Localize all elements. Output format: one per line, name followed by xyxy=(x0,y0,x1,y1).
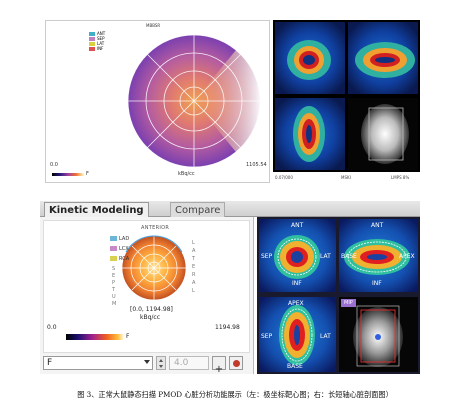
hla-bottom-label: INF xyxy=(372,280,382,287)
top-colorbar-end: F xyxy=(86,171,89,177)
bottom-scans-image xyxy=(259,219,418,372)
side-labels-right: L A T E R A L xyxy=(192,239,195,295)
side-letter: A xyxy=(192,248,196,254)
tab-bar: Kinetic Modeling Compare xyxy=(40,201,420,217)
lad-tag: LAD xyxy=(110,236,129,242)
max-label: 1194.98 xyxy=(215,324,240,331)
bottom-left-panel: ANTERIOR LAD LCX RCA S E P T U M L A T E… xyxy=(40,217,254,375)
stepper-down-icon[interactable] xyxy=(159,365,163,368)
side-letter: A xyxy=(192,280,196,286)
chevron-down-icon[interactable] xyxy=(144,360,150,364)
side-letter: L xyxy=(192,240,195,246)
top-scans-image xyxy=(275,22,418,170)
side-letter: E xyxy=(192,264,196,270)
top-scans-panel: 0.07/000 MSKI LMPS 8% xyxy=(273,20,420,183)
top-scans-footer: 0.07/000 MSKI LMPS 8% xyxy=(273,172,420,183)
lcx-tag: LCX xyxy=(110,246,129,252)
footer-left-text: 0.07/000 xyxy=(275,175,293,180)
plus-label: + xyxy=(214,364,224,375)
legend-item: LAT xyxy=(89,41,105,46)
top-min-label: 0.0 xyxy=(50,162,58,168)
number-input[interactable]: 4.0 xyxy=(169,356,209,370)
dropdown-value: F xyxy=(47,358,53,368)
record-icon xyxy=(233,360,240,367)
bullseye-title: ANTERIOR xyxy=(141,225,170,231)
footer-right-text: LMPS 8% xyxy=(391,175,410,180)
colorbar-end-label: F xyxy=(126,333,130,340)
sa-left-label: SEP xyxy=(261,253,273,260)
side-letter: R xyxy=(192,272,196,278)
lcx-label: LCX xyxy=(119,246,129,252)
stepper-up-icon[interactable] xyxy=(159,359,163,362)
vla-right-label: LAT xyxy=(320,333,331,340)
side-labels-left: S E P T U M xyxy=(112,266,116,308)
side-letter: P xyxy=(112,280,116,286)
legend-item: ANT xyxy=(89,31,105,36)
sa-right-label: LAT xyxy=(320,253,331,260)
legend-item: INF xyxy=(89,46,105,51)
side-letter: M xyxy=(112,301,117,307)
top-max-label: 1105.54 xyxy=(246,162,267,168)
value-stepper[interactable] xyxy=(156,356,166,370)
min-label: 0.0 xyxy=(47,324,57,331)
bullseye-plot xyxy=(66,235,187,340)
top-unit-label: kBq/cc xyxy=(178,171,195,177)
side-letter: T xyxy=(192,256,196,262)
lad-label: LAD xyxy=(119,236,130,242)
rca-label: RCA xyxy=(119,256,130,262)
vla-left-label: SEP xyxy=(261,333,273,340)
side-letter: L xyxy=(192,288,195,294)
function-dropdown[interactable]: F xyxy=(43,356,153,370)
bottom-scans-panel: ANT SEP LAT INF ANT BASE APEX INF APEX S… xyxy=(257,217,420,374)
side-letter: S xyxy=(112,266,116,272)
bullseye-plot-area: ANTERIOR LAD LCX RCA S E P T U M L A T E… xyxy=(43,220,250,353)
top-bullseye-title: MBBSR xyxy=(146,23,161,28)
top-bullseye-panel: MBBSR ANT SEP LAT INF xyxy=(45,20,270,183)
number-value: 4.0 xyxy=(174,358,189,368)
rca-tag: RCA xyxy=(110,256,129,262)
hla-right-label: APEX xyxy=(399,253,415,260)
mip-tag: MIP xyxy=(341,299,356,307)
side-letter: T xyxy=(112,287,116,293)
sa-top-label: ANT xyxy=(291,222,304,229)
figure-caption: 图 3、正常大鼠静态扫描 PMOD 心脏分析功能展示（左：极坐标靶心图；右：长短… xyxy=(77,390,393,399)
tab-compare[interactable]: Compare xyxy=(170,202,226,217)
hla-left-label: BASE xyxy=(341,253,357,260)
side-letter: U xyxy=(112,294,116,300)
side-letter: E xyxy=(112,273,116,279)
sa-bottom-label: INF xyxy=(292,280,302,287)
vla-top-label: APEX xyxy=(288,300,304,307)
top-bullseye-plot xyxy=(52,34,261,176)
top-legend: ANT SEP LAT INF xyxy=(89,31,105,51)
unit-label: kBq/cc xyxy=(140,314,161,321)
footer-mid-text: MSKI xyxy=(341,175,351,180)
add-button[interactable]: + xyxy=(212,356,226,375)
legend-item: SEP xyxy=(89,36,105,41)
record-button[interactable] xyxy=(229,356,243,370)
vla-bottom-label: BASE xyxy=(287,363,303,370)
hla-top-label: ANT xyxy=(371,222,384,229)
tab-kinetic-modeling[interactable]: Kinetic Modeling xyxy=(44,202,149,217)
range-label: [0.0, 1194.98] xyxy=(130,306,173,313)
